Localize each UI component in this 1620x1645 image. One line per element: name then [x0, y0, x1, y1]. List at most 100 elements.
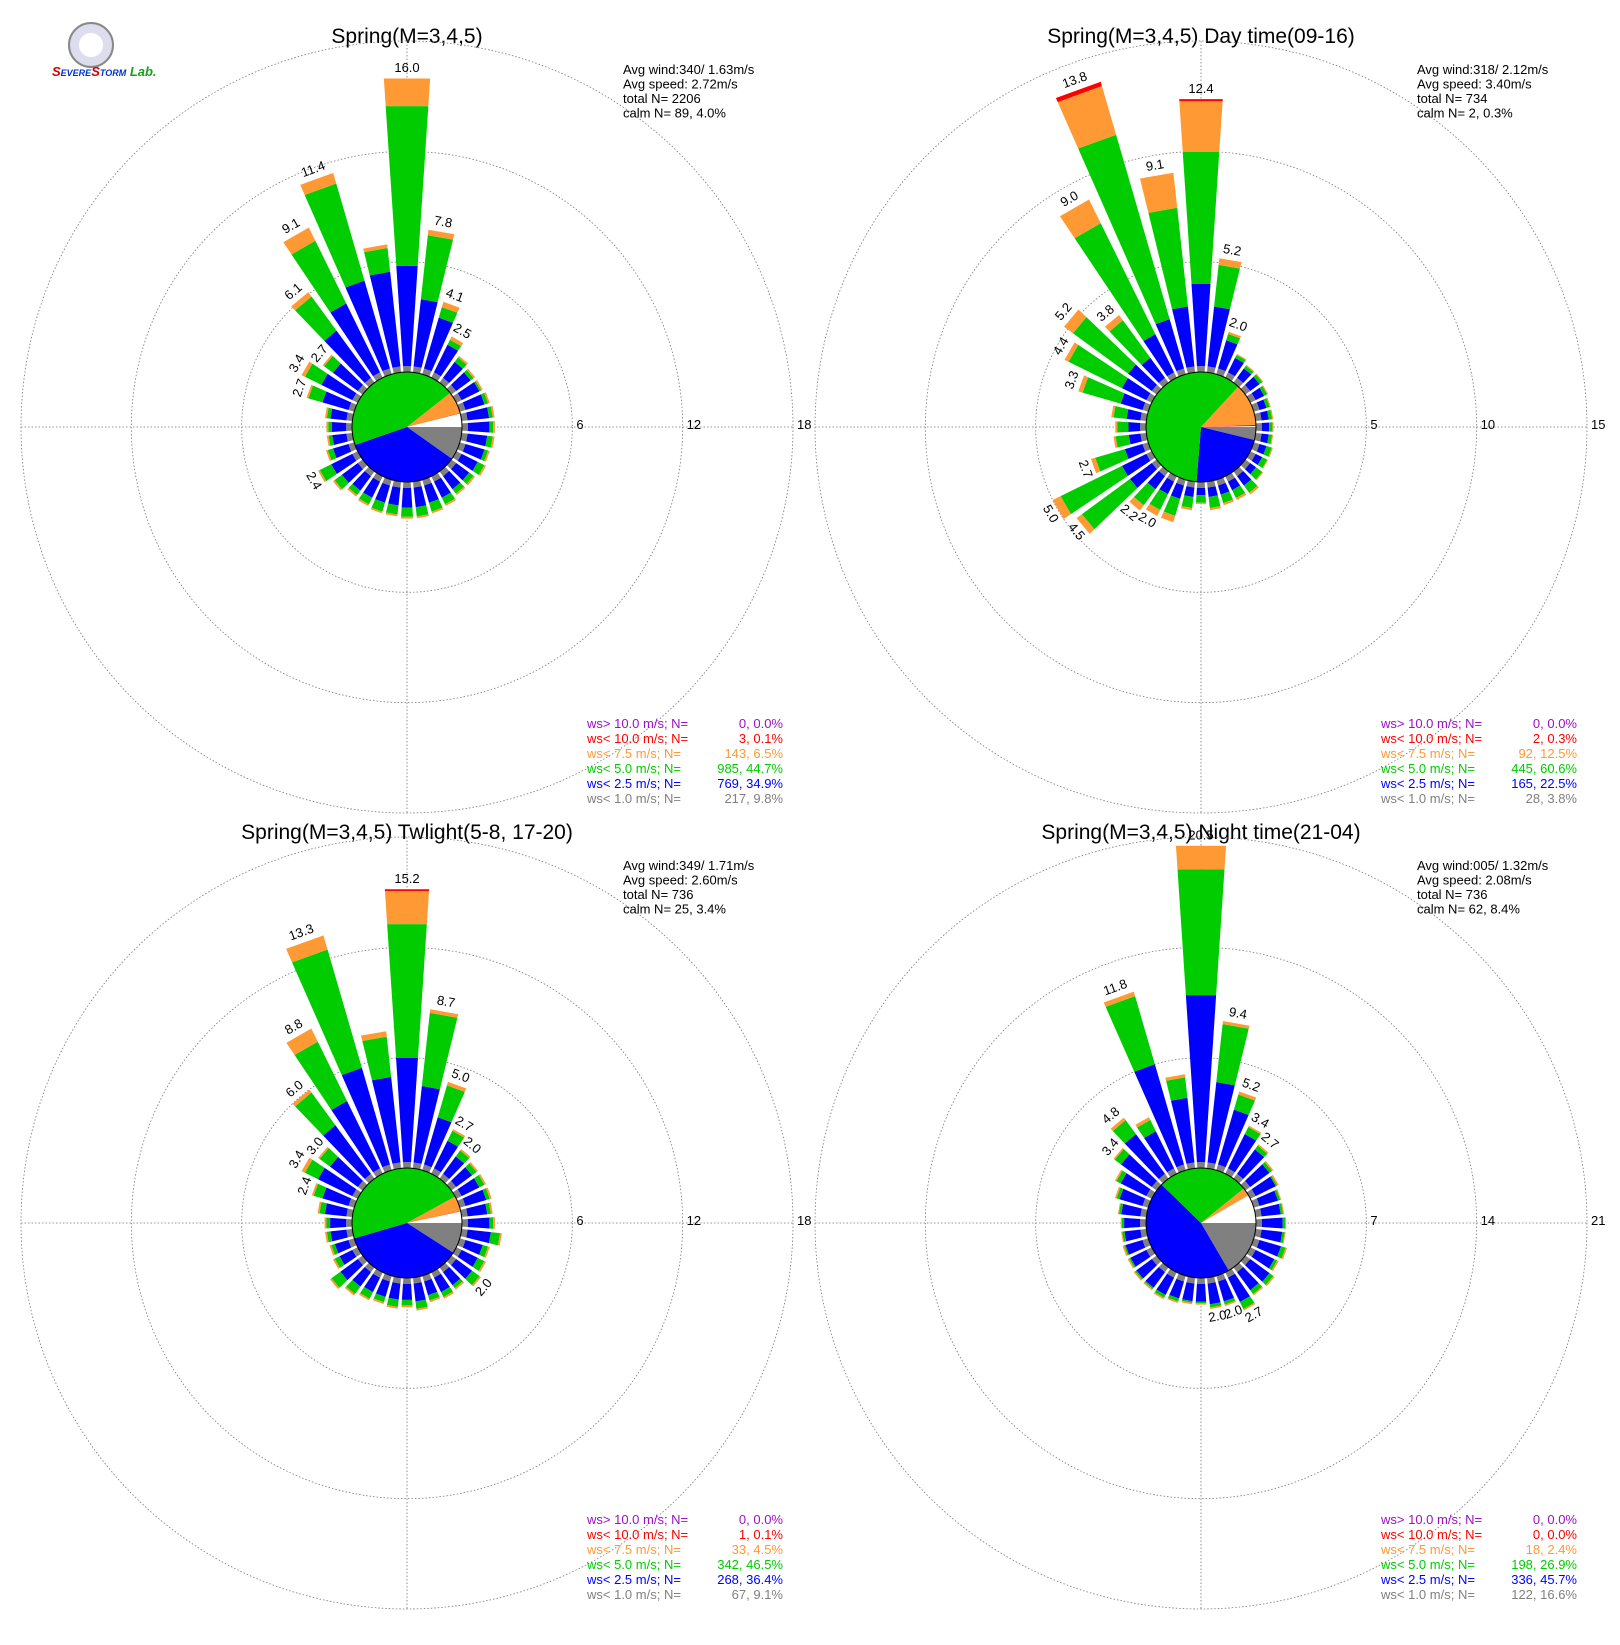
bar-segment-lt5	[1133, 482, 1156, 506]
bar-segment-lt5	[1243, 365, 1254, 375]
bar-segment-lt2_5	[1195, 1283, 1207, 1302]
legend-label: ws< 2.5 m/s; N=	[1380, 1572, 1475, 1587]
bar-value-label: 5.2	[1222, 241, 1242, 259]
legend-label: ws< 7.5 m/s; N=	[1380, 746, 1475, 761]
bar-segment-lt5	[1149, 489, 1168, 511]
bar-segment-lt7_5	[1265, 1275, 1275, 1287]
bar-segment-lt2_5	[1191, 284, 1211, 367]
chart-title: Spring(M=3,4,5) Night time(21-04)	[1041, 821, 1360, 844]
bar-segment-lt5	[1195, 495, 1207, 503]
bar-segment-lt7_5	[416, 514, 429, 519]
bar-segment-lt2_5	[1120, 1173, 1151, 1197]
bar-segment-lt7_5	[317, 1201, 322, 1214]
bar-segment-lt2_5	[1218, 1109, 1249, 1168]
bar-segment-lt5	[1105, 996, 1155, 1072]
bar-segment-lt5	[1082, 377, 1125, 404]
wind-bar-0: 12.4	[1179, 81, 1223, 373]
bar-segment-lt7_5	[1181, 1300, 1193, 1305]
bar-segment-lt5	[480, 392, 489, 405]
bar-segment-lt2_5	[1227, 357, 1244, 377]
bar-segment-lt7_5	[1281, 1247, 1288, 1260]
wind-bar-70	[457, 1187, 492, 1208]
bar-segment-lt5	[1220, 491, 1233, 504]
wind-bar-230	[329, 1255, 368, 1290]
bar-segment-lt2_5	[467, 1217, 490, 1229]
bar-segment-lt7_5	[1284, 1217, 1286, 1229]
wind-bar-140	[439, 466, 466, 496]
bar-segment-lt1	[1158, 1262, 1169, 1273]
bar-segment-lt2_5	[352, 1267, 371, 1287]
bar-segment-lt5	[1123, 1244, 1130, 1256]
bar-segment-lt2_5	[1261, 422, 1270, 432]
bar-segment-lt2_5	[388, 1282, 401, 1300]
bar-segment-lt7_5	[1235, 492, 1247, 501]
ring-tick-label: 18	[797, 417, 811, 432]
bar-segment-lt2_5	[451, 463, 470, 481]
bar-segment-lt5	[1113, 405, 1129, 419]
bar-segment-lt5	[452, 1278, 463, 1289]
bar-segment-lt2_5	[413, 299, 438, 368]
wind-bar-350	[360, 1031, 402, 1170]
bar-segment-lt5	[1117, 421, 1129, 433]
bar-segment-lt2_5	[1184, 486, 1195, 498]
wind-bar-140	[1233, 466, 1259, 495]
wind-bar-340: 13.8	[1055, 68, 1186, 377]
legend-label: ws< 7.5 m/s; N=	[586, 1542, 681, 1557]
bar-segment-lt2_5	[1128, 364, 1157, 391]
bar-segment-lt2_5	[330, 1217, 347, 1229]
bar-value-label: 2.0	[1227, 314, 1249, 334]
bar-segment-lt2_5	[1207, 1282, 1221, 1305]
bar-segment-lt5	[452, 482, 465, 494]
bar-segment-lt2_5	[1182, 1282, 1195, 1302]
wind-bar-130	[446, 459, 476, 486]
bar-value-label: 5.2	[1240, 1075, 1262, 1095]
bar-segment-lt2_5	[1251, 1176, 1276, 1197]
bar-segment-lt2_5	[466, 433, 488, 447]
bar-segment-lt2_5	[1256, 1240, 1282, 1257]
wind-bar-270	[1120, 1217, 1147, 1229]
wind-bar-130	[1240, 459, 1264, 481]
bar-segment-lt5	[1235, 354, 1246, 363]
bar-segment-lt5	[1226, 333, 1241, 345]
wind-bar-10: 5.2	[1206, 241, 1242, 374]
bar-segment-lt7_5	[1165, 1074, 1186, 1081]
pie-slice-bin_lt5	[1161, 1168, 1244, 1223]
bar-segment-lt2_5	[413, 486, 427, 508]
bar-segment-lt5	[447, 339, 462, 351]
bar-segment-lt5	[1148, 207, 1188, 310]
bar-segment-lt5	[1233, 1094, 1255, 1115]
legend-value: 165, 22.5%	[1511, 776, 1577, 791]
bar-segment-lt7_5	[1104, 314, 1123, 332]
bar-segment-lt7_5	[1223, 499, 1234, 506]
bar-segment-lt5	[1268, 1259, 1278, 1271]
bar-segment-lt1	[1196, 1162, 1206, 1169]
bar-segment-lt5	[472, 461, 485, 475]
bar-segment-lt2_5	[322, 1187, 352, 1206]
bar-segment-lt1	[1196, 481, 1206, 488]
bar-segment-lt2_5	[457, 1249, 478, 1267]
wind-bar-320: 4.8	[1099, 1104, 1169, 1184]
pie-slice-bin_lt10	[407, 1211, 461, 1223]
lab-logo-text: SEVERESTORM Lab.	[52, 64, 157, 79]
bar-segment-lt2_5	[1237, 1149, 1265, 1179]
bar-segment-lt7_5	[1127, 1258, 1135, 1269]
windrose-panel-2: Spring(M=3,4,5) Day time(09-16) 5 10 15 12.4…	[814, 25, 1605, 814]
bar-segment-lt7_5	[347, 487, 358, 497]
bar-segment-lt7_5	[1111, 405, 1116, 418]
lab-seal-icon	[68, 22, 114, 68]
bar-segment-lt7_5	[318, 469, 327, 483]
bar-segment-lt2_5	[1134, 1064, 1184, 1168]
bar-segment-lt5	[1263, 446, 1272, 457]
bar-segment-lt2_5	[1218, 1278, 1235, 1302]
legend-value: 18, 2.4%	[1526, 1542, 1578, 1557]
chart-title: Spring(M=3,4,5) Twlight(5-8, 17-20)	[241, 821, 573, 844]
wind-bar-230: 4.5	[1065, 459, 1162, 543]
bar-segment-lt2_5	[1207, 306, 1230, 368]
pie-slice-bin_lt5	[352, 372, 451, 445]
bar-value-label: 4.1	[444, 285, 466, 305]
bar-segment-lt1	[439, 1262, 450, 1273]
bar-segment-lt7_5	[446, 1081, 467, 1092]
bar-segment-lt2_5	[1124, 1217, 1141, 1229]
bar-segment-lt2_5	[371, 1076, 401, 1164]
bar-segment-lt2_5	[1245, 463, 1257, 475]
